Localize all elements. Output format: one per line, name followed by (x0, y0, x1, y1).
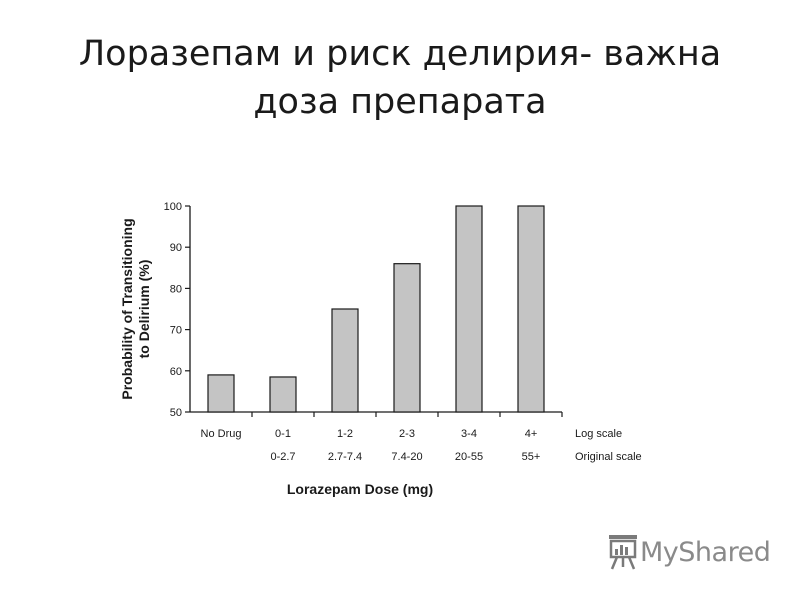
y-axis-title: Probability of Transitioning to Delirium … (119, 218, 152, 399)
chart-axes (185, 205, 563, 417)
presentation-board-icon (609, 535, 637, 570)
x-category-label: 3-4 (461, 428, 477, 440)
x-category-label: 4+ (525, 428, 538, 440)
bar-no-drug (207, 374, 235, 413)
y-tick-label: 60 (170, 366, 182, 378)
bar-1-2 (331, 308, 359, 413)
y-tick-label: 90 (170, 242, 182, 254)
slide-title-line-1: Лоразепам и риск делирия- важна (78, 34, 722, 74)
x-category-label: 1-2 (337, 428, 353, 440)
y-axis-title-line-1: Probability of Transitioning (119, 218, 135, 399)
log-scale-label: Log scale (575, 428, 622, 440)
x-secondary-label: 20-55 (455, 451, 483, 463)
bar-4- (517, 205, 545, 413)
bar-3-4 (455, 205, 483, 413)
x-secondary-label: 55+ (522, 451, 541, 463)
slide-title: Лоразепам и риск делирия- важна доза пре… (40, 30, 760, 126)
y-tick-label: 100 (164, 201, 182, 213)
chart-labels: 50 60 70 80 90 100 No Drug 0-1 0-2.7 1-2 2.7-7.4 2-… (119, 201, 642, 497)
slide-title-line-2: доза препарата (253, 82, 547, 122)
y-tick-label: 80 (170, 283, 182, 295)
x-secondary-label: 2.7-7.4 (328, 451, 362, 463)
x-category-label: No Drug (201, 428, 242, 440)
y-tick-label: 50 (170, 407, 182, 419)
x-axis-title: Lorazepam Dose (mg) (287, 481, 433, 497)
x-category-label: 0-1 (275, 428, 291, 440)
y-tick-label: 70 (170, 325, 182, 337)
x-category-label: 2-3 (399, 428, 415, 440)
x-secondary-label: 7.4-20 (391, 451, 422, 463)
x-secondary-label: 0-2.7 (270, 451, 295, 463)
bar-2-3 (393, 263, 421, 413)
chart-bars (207, 205, 545, 413)
original-scale-label: Original scale (575, 451, 642, 463)
y-axis-title-line-2: to Delirium (%) (136, 260, 152, 359)
logo-text: MyShared (640, 536, 771, 568)
myshared-logo: MyShared (606, 532, 771, 572)
bar-0-1 (269, 376, 297, 413)
